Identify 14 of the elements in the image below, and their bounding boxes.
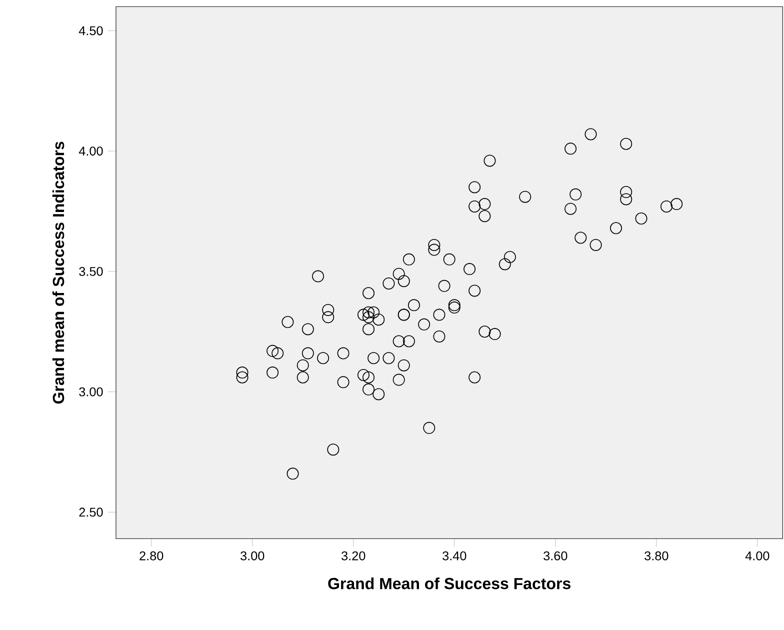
x-tick-label: 3.60 [544,551,568,560]
y-axis-title: Grand mean of Success Indicators [52,142,64,404]
x-tick-label: 3.00 [240,551,264,560]
y-tick-label: 4.00 [78,146,103,156]
x-tick-label: 3.20 [342,551,366,560]
x-axis-title: Grand Mean of Success Factors [328,577,570,590]
x-tick-label: 3.80 [644,551,668,560]
x-tick-label: 4.00 [745,551,770,560]
y-tick-label: 3.50 [79,266,103,276]
y-tick-label: 2.50 [79,508,103,517]
y-tick-label: 3.00 [79,387,103,396]
x-tick-label: 3.40 [442,551,466,560]
y-tick-label: 4.50 [78,26,103,36]
x-tick-label: 2.80 [140,551,164,560]
